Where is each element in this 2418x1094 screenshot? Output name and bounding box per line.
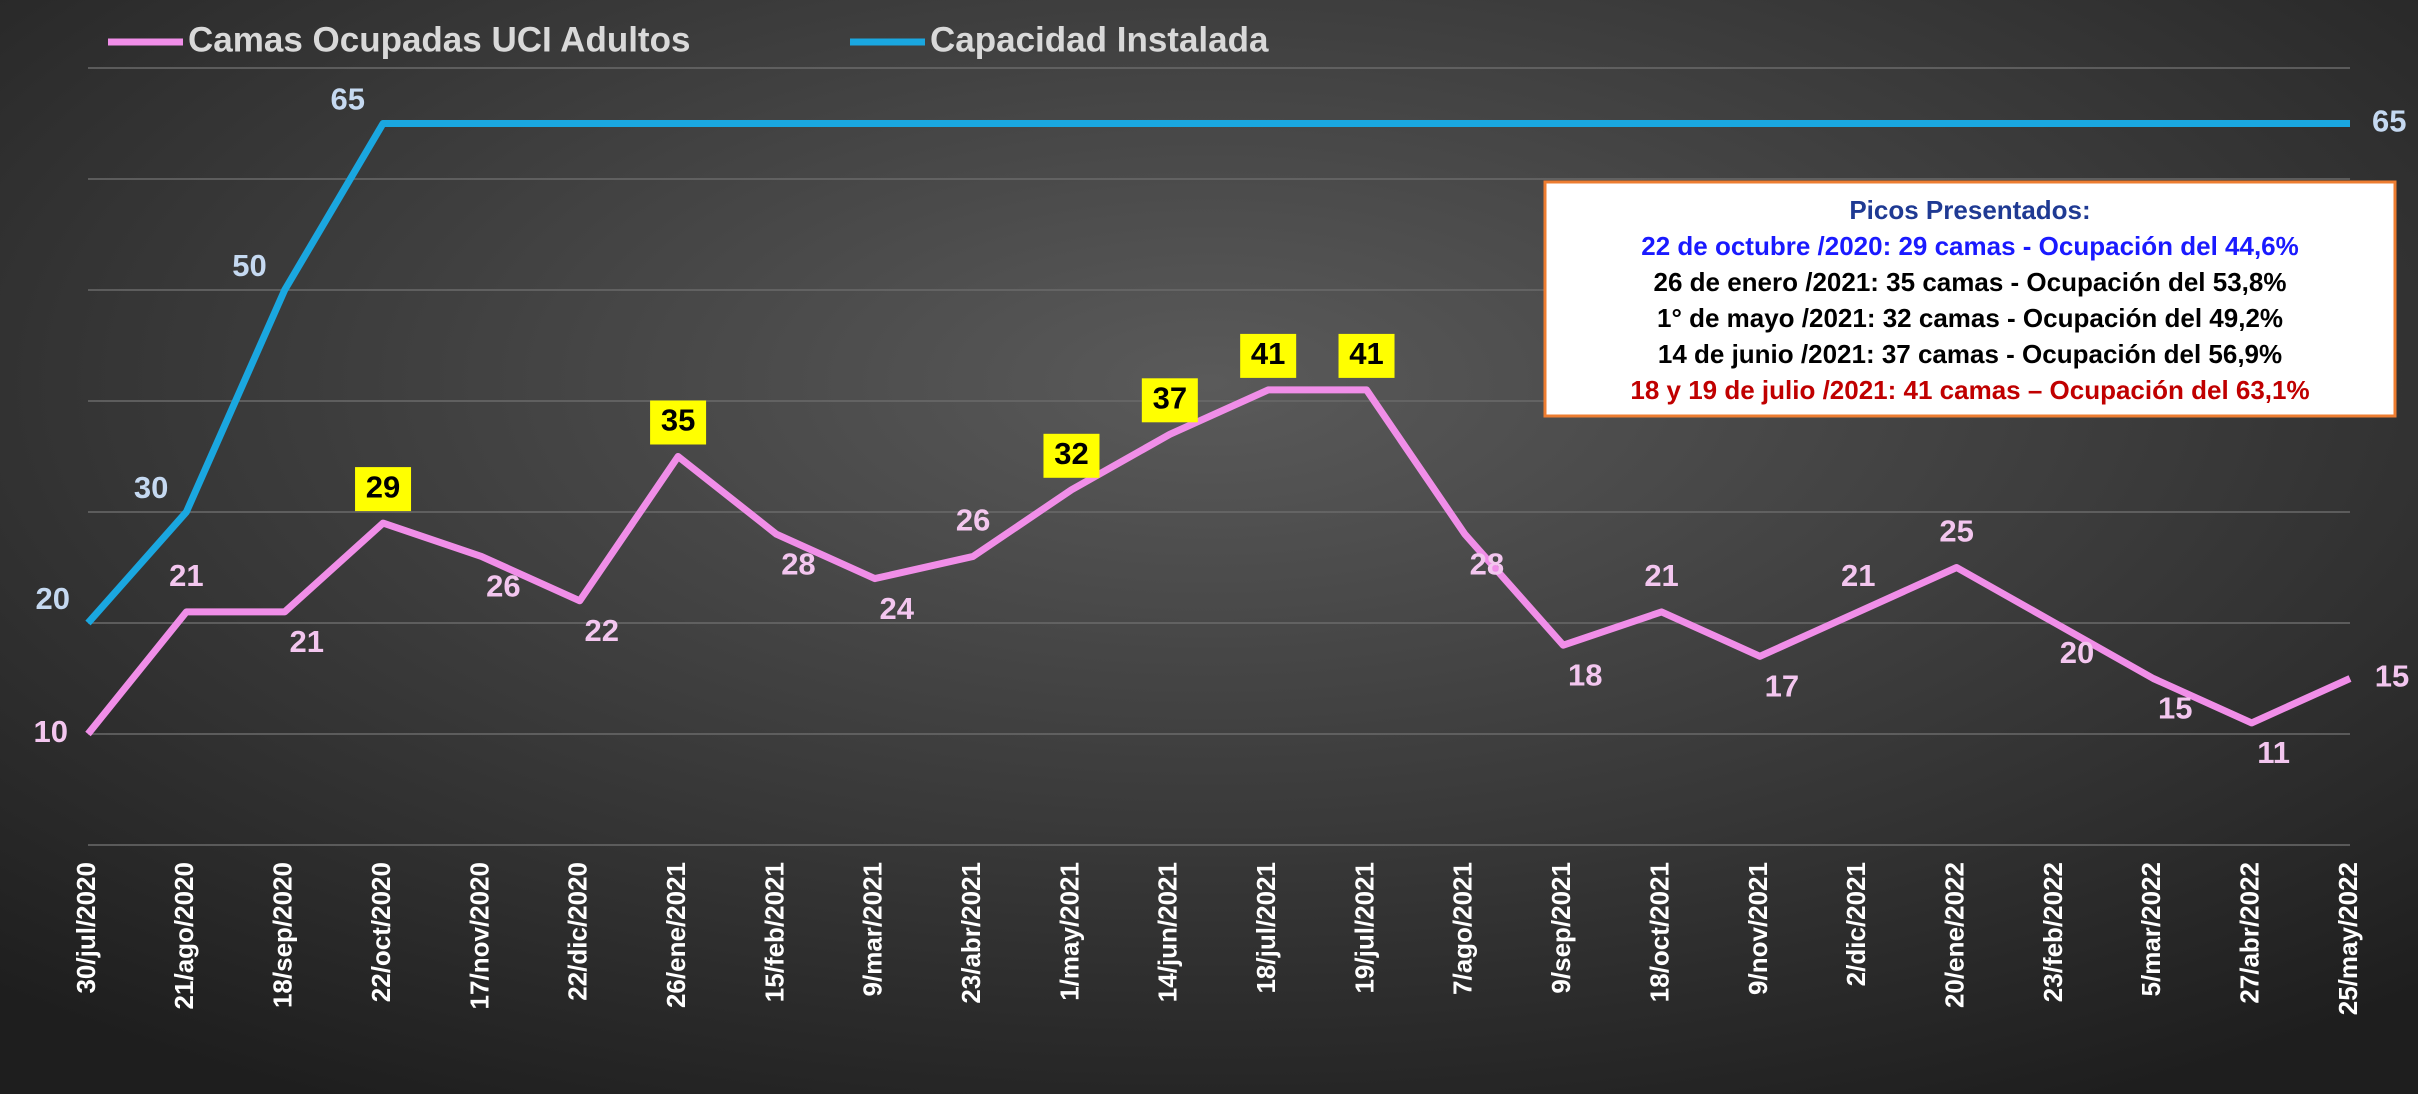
label-box — [1141, 378, 1198, 423]
data-label: 18 — [1568, 657, 1602, 692]
data-label: 15 — [2375, 659, 2409, 694]
label-box — [650, 400, 707, 445]
data-label: 50 — [232, 248, 266, 283]
data-label: 21 — [289, 624, 323, 659]
data-label: 21 — [1644, 558, 1678, 593]
data-label: 17 — [1765, 668, 1799, 703]
x-tick-label: 5/mar/2022 — [2136, 862, 2166, 996]
data-label: 20 — [2060, 635, 2094, 670]
annotation-title: Picos Presentados: — [1849, 195, 2090, 225]
x-tick-label: 9/mar/2021 — [858, 862, 888, 996]
data-label: 65 — [2372, 104, 2406, 139]
data-label: 29 — [366, 469, 400, 504]
data-label: 26 — [956, 503, 990, 538]
x-tick-label: 26/ene/2021 — [661, 862, 691, 1008]
annotation-line: 1° de mayo /2021: 32 camas - Ocupación d… — [1657, 303, 2283, 333]
x-tick-label: 23/feb/2022 — [2038, 862, 2068, 1002]
annotation-line: 26 de enero /2021: 35 camas - Ocupación … — [1654, 267, 2287, 297]
x-tick-label: 17/nov/2020 — [464, 862, 494, 1009]
x-tick-label: 18/oct/2021 — [1644, 862, 1674, 1002]
data-label: 10 — [34, 714, 68, 749]
data-label: 20 — [36, 581, 70, 616]
x-tick-label: 9/sep/2021 — [1546, 862, 1576, 994]
data-label: 21 — [1841, 558, 1875, 593]
label-box — [355, 467, 412, 512]
x-tick-label: 9/nov/2021 — [1743, 862, 1773, 995]
x-tick-label: 1/may/2021 — [1054, 862, 1084, 1001]
data-label: 28 — [781, 546, 815, 581]
x-tick-label: 25/may/2022 — [2333, 862, 2363, 1015]
annotation-line: 22 de octubre /2020: 29 camas - Ocupació… — [1641, 231, 2299, 261]
annotation-line: 14 de junio /2021: 37 camas - Ocupación … — [1658, 339, 2282, 369]
series-line — [85, 386, 2352, 737]
data-label: 24 — [880, 591, 915, 626]
data-label: 37 — [1153, 380, 1187, 415]
data-label: 22 — [584, 613, 618, 648]
x-tick-label: 7/ago/2021 — [1448, 862, 1478, 995]
data-label: 25 — [1939, 514, 1973, 549]
data-label: 11 — [2257, 735, 2290, 770]
x-tick-label: 15/feb/2021 — [759, 862, 789, 1002]
data-label: 41 — [1349, 336, 1383, 371]
x-tick-label: 22/oct/2020 — [366, 862, 396, 1002]
x-tick-label: 20/ene/2022 — [1939, 862, 1969, 1008]
data-label: 65 — [331, 82, 365, 117]
legend-label: Camas Ocupadas UCI Adultos — [188, 20, 690, 59]
data-label: 21 — [169, 558, 203, 593]
x-tick-label: 19/jul/2021 — [1349, 862, 1379, 994]
label-box — [1043, 433, 1100, 478]
label-box — [1338, 333, 1395, 378]
x-tick-label: 2/dic/2021 — [1841, 862, 1871, 986]
data-label: 35 — [661, 403, 695, 438]
annotation-box — [1543, 180, 2397, 418]
x-tick-label: 14/jun/2021 — [1153, 862, 1183, 1002]
x-tick-label: 30/jul/2020 — [71, 862, 101, 994]
data-label: 41 — [1251, 336, 1285, 371]
data-label: 15 — [2158, 691, 2192, 726]
x-tick-label: 18/sep/2020 — [268, 862, 298, 1008]
x-tick-label: 18/jul/2021 — [1251, 862, 1281, 994]
x-tick-label: 22/dic/2020 — [563, 862, 593, 1001]
series-line — [85, 120, 2350, 626]
x-tick-label: 21/ago/2020 — [169, 862, 199, 1009]
data-label: 26 — [486, 569, 520, 604]
data-label: 32 — [1054, 436, 1088, 471]
data-label: 28 — [1470, 546, 1504, 581]
annotation-line: 18 y 19 de julio /2021: 41 camas – Ocupa… — [1630, 375, 2309, 405]
label-box — [1240, 333, 1297, 378]
x-tick-label: 23/abr/2021 — [956, 862, 986, 1004]
x-tick-label: 27/abr/2022 — [2235, 862, 2265, 1004]
legend-label: Capacidad Instalada — [930, 20, 1269, 59]
data-label: 30 — [134, 470, 168, 505]
